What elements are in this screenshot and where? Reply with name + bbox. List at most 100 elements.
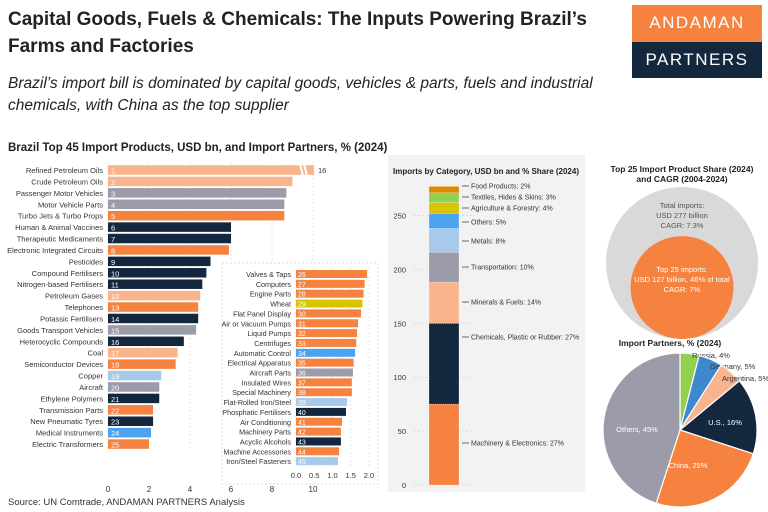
inset-bar-rank: 27	[298, 282, 306, 289]
inset-bar	[296, 417, 342, 426]
y-tick-label: 150	[393, 319, 406, 328]
stack-segment	[428, 186, 460, 194]
page-subtitle: Brazil’s import bill is dominated by cap…	[8, 75, 593, 114]
inset-bar-rank: 37	[298, 380, 306, 387]
inset-bar	[296, 309, 361, 318]
bar-rank: 22	[111, 406, 119, 415]
inset-bar-label: Special Machinery	[232, 388, 291, 397]
stack-segment	[428, 213, 460, 229]
inset-bar-label: Machine Accessories	[223, 447, 291, 456]
inset-bar	[296, 368, 353, 377]
inset-bar	[296, 378, 352, 387]
main-chart-title: Brazil Top 45 Import Products, USD bn, a…	[8, 142, 388, 154]
inset-bar-label: Machinery Parts	[239, 428, 291, 437]
bar-label: Motor Vehicle Parts	[38, 200, 103, 209]
bar-rank: 23	[111, 418, 119, 427]
bar-rank: 17	[111, 349, 119, 358]
inset-bar	[296, 358, 354, 367]
segment-label: Machinery & Electronics: 27%	[471, 441, 564, 448]
y-tick-label: 50	[398, 427, 406, 436]
stack-segment	[428, 403, 460, 486]
y-tick-label: 200	[393, 265, 406, 274]
pie-slice	[678, 380, 758, 455]
pie-slice-label: Germany, 5%	[710, 362, 756, 371]
inset-bar-label: Automatic Control	[234, 349, 292, 358]
stack-segment	[428, 323, 460, 405]
pie-slice	[655, 429, 754, 508]
inset-bar	[296, 319, 359, 328]
bar-label: New Pneumatic Tyres	[30, 417, 103, 426]
bar-label: Compound Fertilisers	[32, 269, 104, 278]
inset-bar	[296, 279, 365, 288]
bar	[108, 268, 207, 278]
inner-circle-text: CAGR: 7%	[664, 285, 701, 294]
bar-rank: 15	[111, 326, 119, 335]
source-note: Source: UN Comtrade, ANDAMAN PARTNERS An…	[8, 497, 245, 508]
outer-circle-text: CAGR: 7.3%	[661, 221, 704, 230]
x-tick-label: 0	[106, 485, 111, 494]
inset-bar-rank: 29	[298, 302, 306, 309]
logo-bottom: PARTNERS	[632, 41, 762, 78]
inset-bar-label: Flat Panel Display	[233, 309, 291, 318]
inset-bar-label: Insulated Wires	[241, 378, 291, 387]
inset-bar	[296, 447, 340, 456]
bar	[108, 165, 315, 175]
bar-rank: 18	[111, 361, 119, 370]
bar-rank: 5	[111, 212, 115, 221]
stack-segment	[428, 228, 460, 253]
bar-rank: 14	[111, 315, 119, 324]
bar-rank: 4	[111, 201, 115, 210]
bar-rank: 10	[111, 269, 119, 278]
outer-circle-text: Total imports:	[660, 201, 705, 210]
inset-bar-rank: 38	[298, 390, 306, 397]
bar-label: Turbo Jets & Turbo Props	[18, 212, 103, 221]
bar-label: Potassic Fertilisers	[40, 314, 103, 323]
inset-bar-rank: 41	[298, 420, 306, 427]
inset-bar-rank: 39	[298, 400, 306, 407]
inset-tick-label: 1.0	[327, 471, 337, 480]
inset-bar	[296, 338, 357, 347]
inset-bar-rank: 45	[298, 459, 306, 466]
bar-rank: 2	[111, 178, 115, 187]
bar-rank: 7	[111, 235, 115, 244]
x-tick-label: 6	[229, 485, 234, 494]
inset-bar	[296, 398, 348, 407]
bar-rank: 19	[111, 372, 119, 381]
bar	[108, 359, 176, 369]
inset-bar-label: Acyclic Alcohols	[240, 437, 292, 446]
bar	[108, 416, 154, 426]
inset-bar-label: Electrical Apparatus	[227, 359, 291, 368]
bar-label: Refined Petroleum Oils	[26, 166, 103, 175]
segment-label: Agriculture & Forestry: 4%	[471, 206, 553, 213]
inset-bar-label: Flat-Rolled Iron/Steel	[223, 398, 291, 407]
stack-segment	[428, 251, 460, 283]
bar	[108, 290, 201, 301]
bar-label: Goods Transport Vehicles	[17, 326, 103, 335]
bar-label: Aircraft	[79, 383, 104, 392]
bubble-title: Top 25 Import Product Share (2024)	[611, 164, 754, 174]
inset-bar-rank: 32	[298, 331, 306, 338]
pie-slice	[602, 352, 681, 504]
x-tick-label: 10	[309, 485, 318, 494]
bar	[108, 279, 203, 289]
inset-bar	[296, 329, 357, 338]
bar-label: Heterocyclic Compounds	[20, 337, 104, 346]
inset-bar-label: Engine Parts	[250, 290, 292, 299]
inset-bar-rank: 43	[298, 439, 306, 446]
bar-label: Electric Transformers	[32, 440, 103, 449]
bar-label: Electronic Integrated Circuits	[7, 246, 103, 255]
bar-label: Human & Animal Vaccines	[15, 223, 103, 232]
page-title: Capital Goods, Fuels & Chemicals: The In…	[8, 9, 587, 57]
bar-rank: 20	[111, 383, 119, 392]
bar-rank: 11	[111, 281, 119, 290]
inset-bar	[296, 270, 368, 278]
category-panel-bg	[388, 155, 585, 492]
inset-bar-label: Centrifuges	[254, 339, 291, 348]
bar-label: Copper	[78, 372, 103, 381]
inset-bar-rank: 35	[298, 361, 306, 368]
bar	[108, 245, 229, 255]
inset-bar-label: Valves & Taps	[246, 270, 291, 279]
inset-bar	[296, 299, 363, 308]
segment-label: Textiles, Hides & Skins: 3%	[471, 195, 556, 202]
